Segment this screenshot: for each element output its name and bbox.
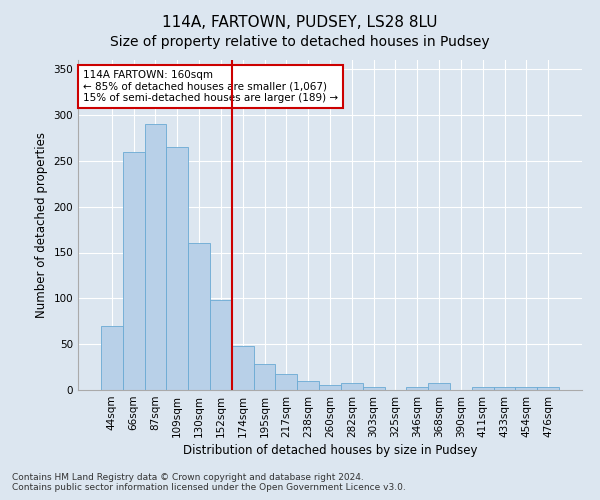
- Text: 114A FARTOWN: 160sqm
← 85% of detached houses are smaller (1,067)
15% of semi-de: 114A FARTOWN: 160sqm ← 85% of detached h…: [83, 70, 338, 103]
- Text: 114A, FARTOWN, PUDSEY, LS28 8LU: 114A, FARTOWN, PUDSEY, LS28 8LU: [162, 15, 438, 30]
- Bar: [472, 387, 494, 390]
- Bar: [537, 387, 559, 390]
- Bar: [145, 124, 166, 390]
- Bar: [188, 244, 210, 390]
- Bar: [363, 387, 385, 390]
- Bar: [428, 382, 450, 390]
- Bar: [123, 152, 145, 390]
- Bar: [254, 364, 275, 390]
- Bar: [232, 346, 254, 390]
- Bar: [515, 387, 537, 390]
- Y-axis label: Number of detached properties: Number of detached properties: [35, 132, 48, 318]
- Text: Contains HM Land Registry data © Crown copyright and database right 2024.
Contai: Contains HM Land Registry data © Crown c…: [12, 473, 406, 492]
- Bar: [341, 382, 363, 390]
- Bar: [166, 147, 188, 390]
- Bar: [297, 381, 319, 390]
- X-axis label: Distribution of detached houses by size in Pudsey: Distribution of detached houses by size …: [183, 444, 477, 457]
- Bar: [319, 384, 341, 390]
- Bar: [101, 326, 123, 390]
- Bar: [494, 387, 515, 390]
- Bar: [275, 374, 297, 390]
- Text: Size of property relative to detached houses in Pudsey: Size of property relative to detached ho…: [110, 35, 490, 49]
- Bar: [406, 387, 428, 390]
- Bar: [210, 300, 232, 390]
